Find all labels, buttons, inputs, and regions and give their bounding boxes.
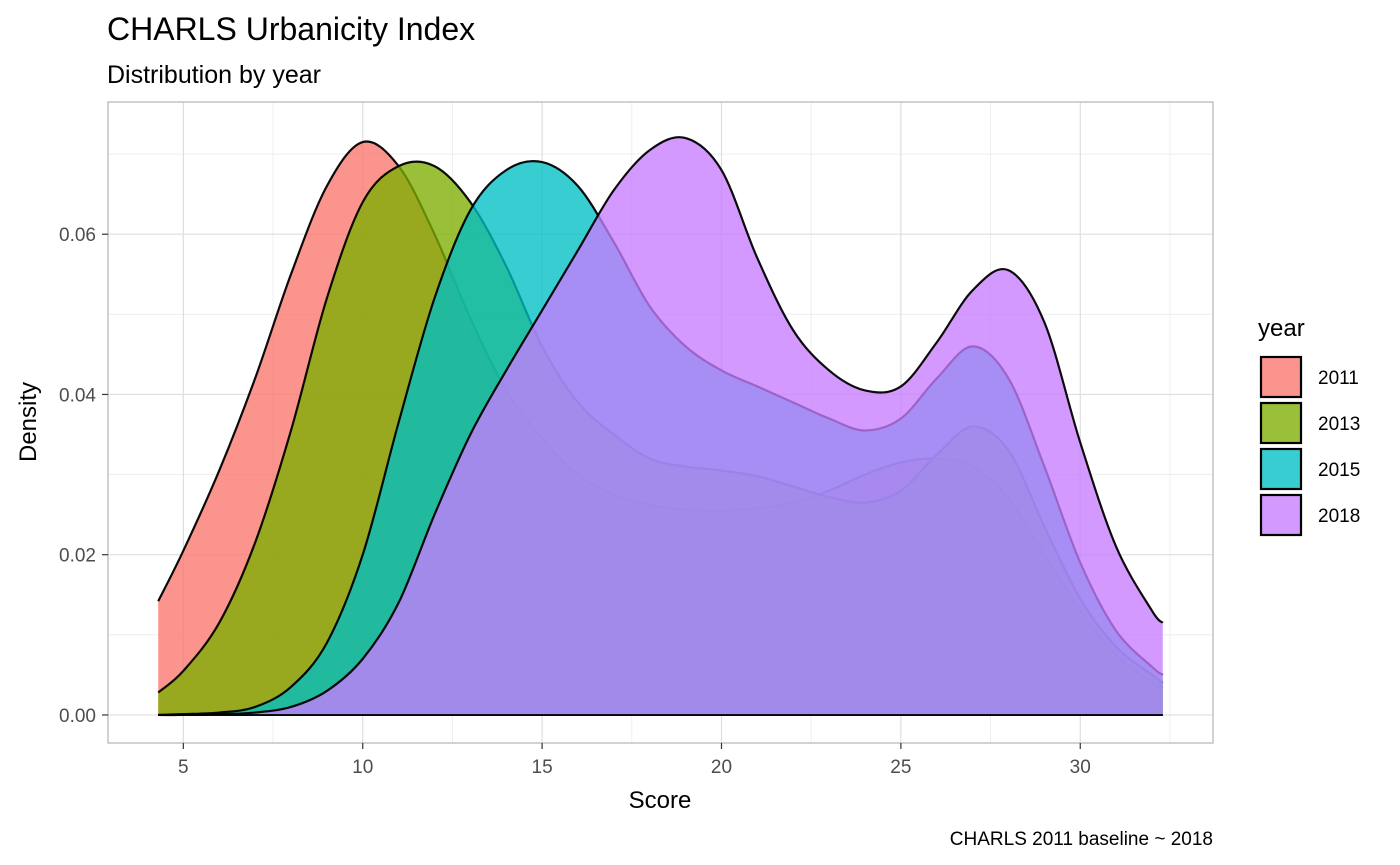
x-axis: 5 10 15 20 25 30 bbox=[178, 743, 1091, 778]
chart-title: CHARLS Urbanicity Index bbox=[107, 11, 475, 47]
density-area-2018 bbox=[158, 137, 1163, 716]
chart-caption: CHARLS 2011 baseline ~ 2018 bbox=[950, 829, 1213, 850]
y-tick-label: 0.04 bbox=[59, 385, 96, 406]
x-tick-label: 30 bbox=[1070, 757, 1091, 778]
legend-label: 2018 bbox=[1318, 506, 1360, 527]
y-axis: 0.00 0.02 0.04 0.06 bbox=[59, 225, 108, 727]
legend-item-2011: 2011 bbox=[1259, 355, 1359, 399]
legend-item-2013: 2013 bbox=[1259, 401, 1360, 445]
legend-swatch-2015 bbox=[1259, 447, 1303, 491]
y-tick-label: 0.02 bbox=[59, 546, 96, 567]
x-tick-label: 5 bbox=[178, 757, 189, 778]
y-tick-label: 0.06 bbox=[59, 225, 96, 246]
legend-item-2015: 2015 bbox=[1259, 447, 1360, 491]
density-line-2018 bbox=[158, 136, 1164, 717]
x-tick-label: 15 bbox=[532, 757, 553, 778]
chart-subtitle: Distribution by year bbox=[107, 61, 321, 89]
legend-swatch-2018 bbox=[1259, 493, 1303, 537]
legend-swatch-2013 bbox=[1259, 401, 1303, 445]
legend-label: 2013 bbox=[1318, 414, 1360, 435]
x-tick-label: 20 bbox=[711, 757, 732, 778]
legend-label: 2015 bbox=[1318, 460, 1360, 481]
x-tick-label: 10 bbox=[352, 757, 373, 778]
panel-border bbox=[107, 101, 1214, 744]
legend-swatch-2011 bbox=[1259, 355, 1303, 399]
x-tick-label: 25 bbox=[890, 757, 911, 778]
legend-label: 2011 bbox=[1318, 368, 1359, 389]
legend: year 2011 2013 2015 2018 bbox=[1258, 315, 1360, 537]
legend-title: year bbox=[1258, 315, 1305, 342]
plot-panel bbox=[107, 101, 1214, 744]
density-areas bbox=[157, 136, 1164, 717]
legend-item-2018: 2018 bbox=[1259, 493, 1360, 537]
density-series-2018 bbox=[158, 136, 1164, 717]
y-axis-title: Density bbox=[15, 382, 42, 462]
y-tick-label: 0.00 bbox=[59, 706, 96, 727]
x-axis-title: Score bbox=[629, 787, 692, 814]
